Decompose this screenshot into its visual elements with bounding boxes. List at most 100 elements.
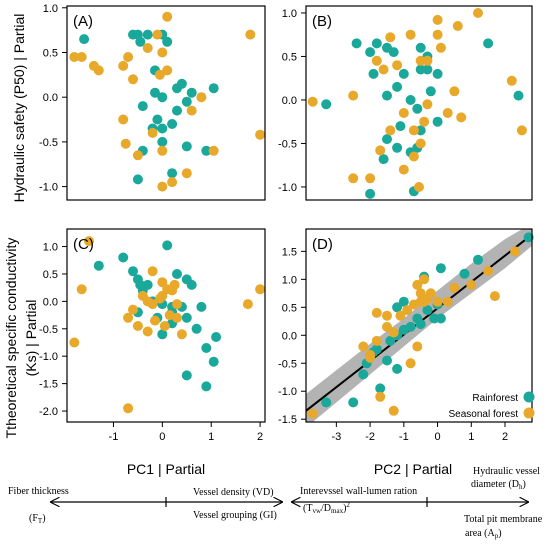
point-c-seasonal-1 bbox=[76, 284, 87, 295]
point-d-seasonal-29 bbox=[432, 296, 443, 307]
point-a-rainforest-21 bbox=[157, 136, 168, 147]
y-axis-title-top: Hydraulic safety (P50) | Partial bbox=[11, 14, 27, 203]
ytick-label-c--2: -2.0 bbox=[39, 406, 58, 418]
point-d-seasonal-16 bbox=[382, 310, 392, 321]
ytick-label-c-0: 0.0 bbox=[43, 296, 58, 308]
pc2-right-bot-sub: p bbox=[495, 532, 499, 540]
point-b-rainforest-20 bbox=[395, 121, 406, 132]
point-d-rainforest-7 bbox=[385, 335, 396, 346]
point-a-seasonal-5 bbox=[123, 52, 134, 62]
point-d-seasonal-7 bbox=[402, 305, 413, 316]
point-c-seasonal-10 bbox=[157, 290, 168, 301]
point-a-rainforest-6 bbox=[162, 36, 173, 47]
point-d-seasonal-17 bbox=[371, 307, 382, 318]
xtick-label-d-1: 1 bbox=[468, 431, 474, 443]
point-a-rainforest-14 bbox=[137, 101, 148, 112]
ytick-label-b-1: 1.0 bbox=[282, 8, 297, 20]
point-a-seasonal-11 bbox=[154, 69, 165, 80]
xtick-label-c-2: 2 bbox=[257, 431, 263, 443]
xtick-label-d--1: -1 bbox=[399, 431, 409, 443]
ytick-label-d--0.5: -0.5 bbox=[278, 358, 297, 370]
point-b-seasonal-22 bbox=[442, 108, 453, 118]
legend-marker-rainforest bbox=[523, 391, 535, 403]
point-d-seasonal-14 bbox=[419, 274, 430, 285]
point-b-rainforest-26 bbox=[378, 154, 389, 165]
point-b-seasonal-0 bbox=[307, 96, 318, 107]
point-c-rainforest-7 bbox=[162, 240, 173, 251]
point-d-seasonal-21 bbox=[483, 266, 494, 276]
point-b-rainforest-28 bbox=[365, 188, 376, 199]
pc1-right-label-bottom: Vessel grouping (GI) bbox=[193, 510, 277, 521]
point-b-rainforest-14 bbox=[432, 68, 443, 79]
legend: Rainforest Seasonal forest bbox=[449, 391, 535, 420]
point-c-seasonal-25 bbox=[169, 279, 180, 290]
point-d-rainforest-22 bbox=[375, 383, 386, 394]
point-b-rainforest-2 bbox=[371, 38, 382, 49]
point-d-seasonal-4 bbox=[382, 321, 392, 332]
point-d-seasonal-25 bbox=[375, 391, 386, 402]
point-c-rainforest-26 bbox=[181, 370, 192, 381]
ytick-label-d-0.5: 0.5 bbox=[282, 302, 297, 314]
point-b-seasonal-15 bbox=[348, 90, 359, 101]
ytick-label-a-0: 0.0 bbox=[43, 92, 58, 104]
point-b-seasonal-29 bbox=[408, 151, 419, 162]
point-d-seasonal-2 bbox=[358, 341, 369, 352]
ytick-label-d-1.5: 1.5 bbox=[282, 246, 297, 258]
ytick-label-c-1: 1.0 bbox=[43, 242, 58, 254]
pc2-right-bottom-line1: Total pit membrane bbox=[464, 514, 543, 525]
panel-label-b: (B) bbox=[312, 13, 332, 30]
point-c-seasonal-16 bbox=[142, 326, 153, 337]
point-c-rainforest-27 bbox=[201, 381, 212, 392]
point-d-seasonal-20 bbox=[466, 279, 477, 290]
point-a-seasonal-13 bbox=[245, 29, 256, 40]
xtick-label-d--3: -3 bbox=[331, 431, 341, 443]
point-b-rainforest-18 bbox=[412, 103, 423, 114]
point-c-seasonal-0 bbox=[84, 236, 94, 247]
ytick-label-a--1: -1.0 bbox=[39, 182, 58, 194]
point-a-rainforest-11 bbox=[186, 87, 197, 98]
point-b-seasonal-19 bbox=[456, 112, 467, 123]
point-a-seasonal-6 bbox=[152, 29, 163, 40]
point-d-seasonal-12 bbox=[425, 288, 436, 299]
point-b-seasonal-10 bbox=[432, 14, 443, 25]
point-a-rainforest-10 bbox=[150, 87, 160, 98]
point-a-seasonal-20 bbox=[196, 92, 207, 103]
point-b-seasonal-17 bbox=[422, 99, 433, 110]
point-a-rainforest-9 bbox=[176, 78, 187, 89]
ytick-label-b--0.5: -0.5 bbox=[278, 138, 297, 150]
point-d-rainforest-19 bbox=[435, 263, 446, 274]
point-a-seasonal-16 bbox=[147, 127, 158, 138]
y-axis-title-bottom-line1: Ttheoretical specific conductivity bbox=[3, 238, 19, 439]
point-c-seasonal-14 bbox=[172, 312, 182, 323]
point-b-rainforest-9 bbox=[513, 90, 524, 101]
point-d-seasonal-22 bbox=[489, 291, 500, 302]
ytick-label-b-0: 0.0 bbox=[282, 95, 297, 107]
point-c-seasonal-22 bbox=[147, 299, 158, 310]
point-d-seasonal-18 bbox=[442, 296, 453, 307]
panel-frame-a bbox=[66, 5, 266, 201]
point-b-seasonal-28 bbox=[375, 145, 386, 156]
x-axis-title-pc1: PC1 | Partial bbox=[127, 461, 205, 477]
point-c-seasonal-4 bbox=[147, 266, 158, 277]
point-d-seasonal-15 bbox=[415, 288, 426, 299]
point-c-rainforest-6 bbox=[142, 279, 153, 290]
point-b-seasonal-6 bbox=[371, 55, 382, 66]
point-c-rainforest-10 bbox=[186, 279, 197, 290]
point-d-rainforest-0 bbox=[321, 397, 332, 408]
point-a-seasonal-25 bbox=[132, 150, 143, 161]
point-d-seasonal-13 bbox=[412, 279, 423, 290]
ytick-label-b-0.5: 0.5 bbox=[282, 51, 297, 63]
point-d-rainforest-21 bbox=[473, 254, 483, 265]
point-b-seasonal-12 bbox=[473, 8, 483, 18]
point-b-rainforest-19 bbox=[425, 86, 436, 97]
point-c-seasonal-5 bbox=[157, 277, 168, 288]
point-d-rainforest-12 bbox=[415, 319, 426, 330]
point-b-seasonal-14 bbox=[516, 125, 527, 136]
pc1-right-label-top: Vessel density (VD) bbox=[193, 487, 274, 498]
point-a-seasonal-17 bbox=[157, 145, 168, 156]
pc2-left-sup: 2 bbox=[346, 501, 350, 509]
point-d-rainforest-23 bbox=[392, 363, 403, 374]
point-d-seasonal-19 bbox=[449, 282, 460, 293]
point-a-rainforest-25 bbox=[132, 174, 143, 185]
